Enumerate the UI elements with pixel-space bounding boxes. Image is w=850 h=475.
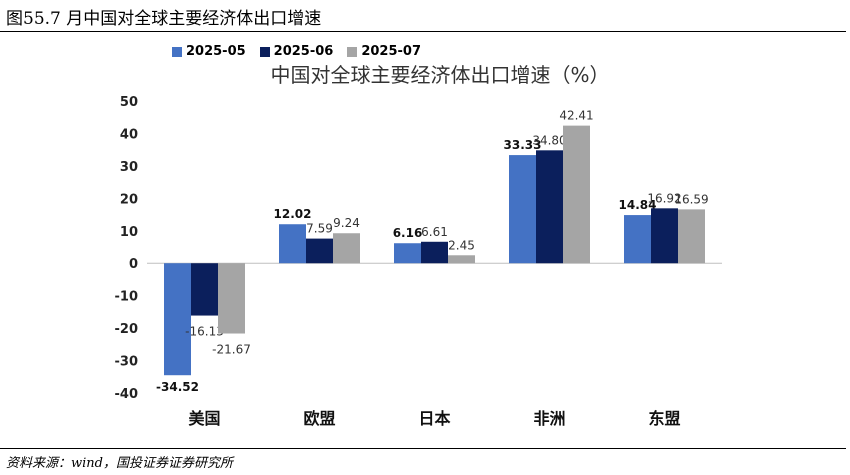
y-tick-label: 30 bbox=[120, 160, 138, 175]
bottom-rule bbox=[0, 448, 846, 449]
bar bbox=[164, 263, 191, 376]
bar bbox=[448, 255, 475, 264]
data-label: 42.41 bbox=[559, 109, 593, 123]
bar bbox=[563, 125, 590, 264]
source-note: 资料来源：wind，国投证券证券研究所 bbox=[6, 456, 233, 471]
data-label: 6.61 bbox=[421, 225, 448, 239]
chart-title: 中国对全球主要经济体出口增速（%） bbox=[270, 63, 609, 87]
bar bbox=[509, 155, 536, 264]
legend-swatch bbox=[347, 46, 358, 57]
data-label: -16.13 bbox=[185, 325, 224, 339]
bar bbox=[536, 150, 563, 264]
data-label: 14.84 bbox=[619, 198, 657, 212]
y-tick-label: 10 bbox=[120, 225, 138, 240]
y-tick-label: -40 bbox=[115, 387, 139, 402]
data-label: 12.02 bbox=[274, 207, 312, 221]
x-category-label: 非洲 bbox=[533, 409, 565, 428]
y-tick-label: 50 bbox=[120, 95, 138, 110]
legend-label: 2025-05 bbox=[186, 44, 246, 59]
y-tick-label: -20 bbox=[115, 322, 139, 337]
bar bbox=[678, 209, 705, 264]
legend-label: 2025-07 bbox=[361, 44, 422, 59]
legend-item-2025-06: 2025-06 bbox=[259, 44, 334, 59]
data-label: -34.52 bbox=[156, 380, 199, 394]
y-tick-label: 0 bbox=[129, 257, 138, 272]
data-label: 34.80 bbox=[532, 133, 566, 147]
data-label: 6.16 bbox=[393, 226, 423, 240]
figure-title: 图55.7 月中国对全球主要经济体出口增速 bbox=[6, 9, 322, 29]
bar bbox=[191, 263, 218, 316]
bar bbox=[421, 241, 448, 264]
x-category-label: 欧盟 bbox=[303, 409, 335, 428]
x-category-label: 美国 bbox=[188, 409, 220, 428]
top-rule bbox=[0, 31, 846, 32]
bar bbox=[306, 238, 333, 264]
legend-swatch bbox=[259, 46, 270, 57]
x-category-label: 日本 bbox=[418, 409, 450, 428]
data-label: 33.33 bbox=[504, 138, 542, 152]
bar bbox=[394, 243, 421, 264]
y-tick-label: 40 bbox=[120, 127, 138, 142]
data-label: 9.24 bbox=[333, 216, 360, 230]
legend-swatch bbox=[172, 46, 182, 57]
y-tick-label: 20 bbox=[120, 192, 138, 207]
y-tick-label: -30 bbox=[115, 355, 139, 370]
bar bbox=[333, 233, 360, 264]
bar bbox=[279, 224, 306, 264]
bar bbox=[624, 215, 651, 264]
data-label: 16.59 bbox=[674, 192, 708, 206]
legend-label: 2025-06 bbox=[273, 44, 334, 59]
bar bbox=[218, 263, 245, 334]
y-tick-label: -10 bbox=[115, 290, 139, 305]
data-label: -21.67 bbox=[212, 343, 251, 357]
plot-area: 50 40 30 20 10 0 -10 -20 -30 -40 -34.52 -16.13 -21.6… bbox=[115, 95, 722, 428]
data-label: 2.45 bbox=[448, 238, 475, 252]
data-label: 16.92 bbox=[647, 191, 681, 205]
bar bbox=[651, 208, 678, 264]
legend: 2025-05 2025-06 2025-07 bbox=[172, 44, 421, 59]
legend-item-2025-05: 2025-05 bbox=[172, 44, 246, 59]
legend-item-2025-07: 2025-07 bbox=[347, 44, 421, 59]
data-label: 7.59 bbox=[306, 222, 333, 236]
x-category-label: 东盟 bbox=[648, 409, 680, 428]
